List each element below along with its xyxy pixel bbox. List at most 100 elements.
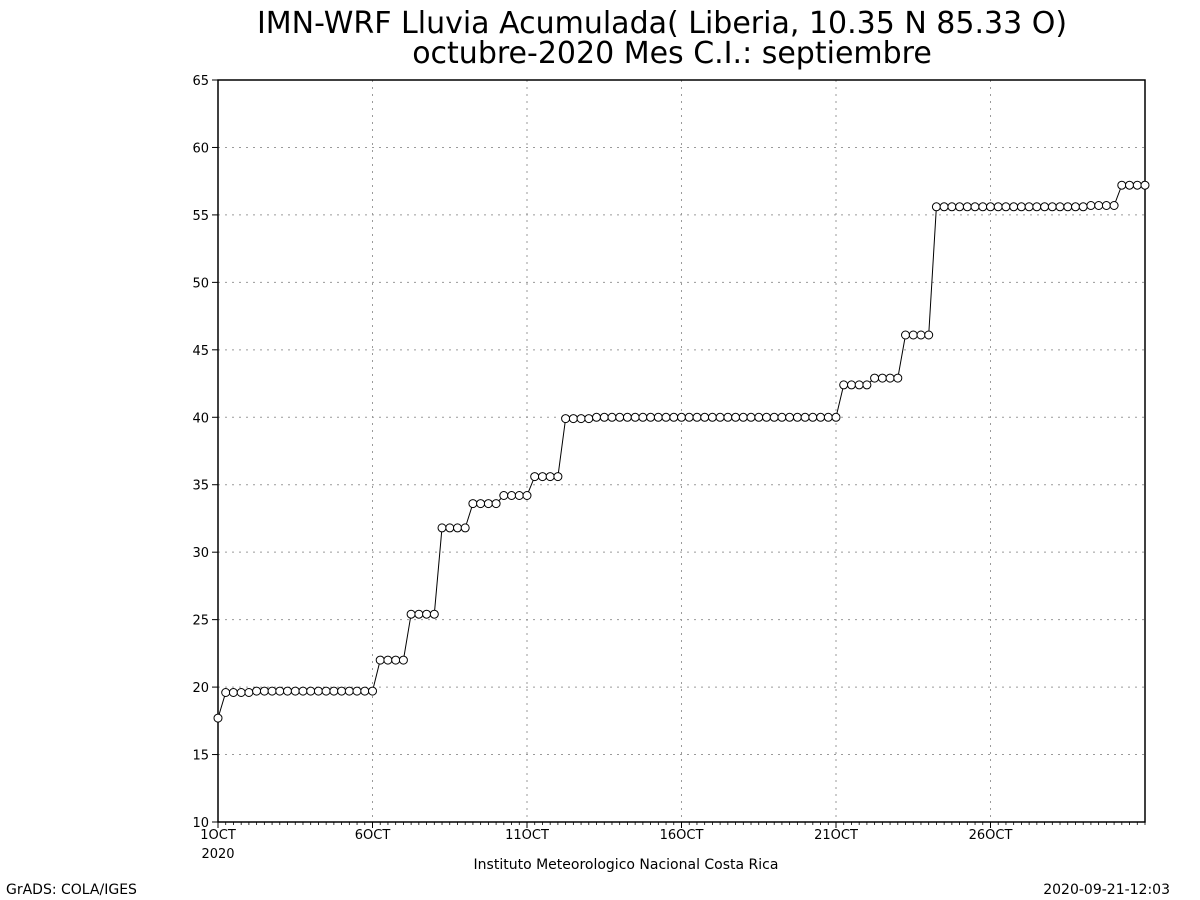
data-point	[483, 499, 493, 509]
data-point	[445, 523, 455, 533]
data-point	[700, 412, 710, 422]
data-point	[939, 202, 949, 212]
data-point	[978, 202, 988, 212]
data-point	[1047, 202, 1057, 212]
data-point	[622, 412, 632, 422]
data-point	[901, 330, 910, 340]
data-point	[453, 523, 462, 533]
data-point	[924, 330, 934, 340]
data-point	[321, 686, 331, 696]
x-tick-label: 1OCT	[200, 828, 236, 843]
data-point	[746, 412, 756, 422]
data-point	[823, 412, 833, 422]
data-point	[808, 412, 818, 422]
data-point	[244, 688, 254, 697]
data-point	[646, 412, 656, 422]
data-point	[870, 373, 880, 383]
y-tick-label: 35	[192, 479, 209, 494]
data-point	[854, 380, 864, 390]
data-point	[723, 412, 733, 422]
y-tick-label: 45	[192, 344, 209, 359]
x-tick-label: 16OCT	[660, 828, 704, 843]
data-point	[1132, 180, 1142, 190]
data-point	[715, 412, 725, 422]
data-point	[962, 202, 972, 212]
data-point	[839, 380, 849, 390]
data-point	[885, 373, 895, 383]
data-point	[862, 380, 872, 390]
data-point	[584, 414, 594, 424]
data-point	[800, 412, 810, 422]
data-point	[553, 472, 563, 482]
data-point	[877, 373, 887, 383]
data-point	[677, 412, 686, 422]
data-point	[360, 686, 370, 696]
y-tick-label: 10	[192, 816, 209, 831]
data-point	[1109, 201, 1119, 210]
grads-credit: GrADS: COLA/IGES	[6, 882, 137, 898]
data-point	[653, 412, 663, 422]
data-point	[1117, 180, 1127, 190]
data-point	[592, 412, 601, 422]
data-point	[661, 412, 671, 422]
data-point	[398, 655, 408, 665]
data-point	[970, 202, 980, 212]
data-point	[1040, 202, 1050, 212]
data-point	[955, 202, 965, 212]
y-axis: 10 15 20 25 30 35 40 45 50 55 60 65	[192, 74, 218, 831]
data-point	[267, 686, 277, 696]
data-point	[406, 609, 416, 619]
data-point	[769, 412, 779, 422]
y-tick-label: 40	[192, 411, 209, 426]
chart-title: IMN-WRF Lluvia Acumulada( Liberia, 10.35…	[257, 6, 1067, 41]
x-tick-label: 6OCT	[355, 828, 391, 843]
data-point	[313, 686, 323, 696]
data-point	[298, 686, 308, 696]
data-point	[337, 686, 347, 696]
x-axis-year-label: 2020	[201, 847, 234, 862]
data-point	[514, 491, 524, 500]
data-point	[1016, 202, 1026, 212]
data-point	[213, 713, 223, 723]
y-tick-label: 30	[192, 546, 209, 561]
y-tick-label: 55	[192, 209, 209, 224]
data-point	[1055, 202, 1065, 212]
data-point	[1101, 201, 1111, 210]
data-point	[1140, 180, 1150, 190]
data-point	[1001, 202, 1011, 212]
data-point	[329, 686, 339, 696]
data-point	[283, 686, 292, 696]
data-point	[738, 412, 748, 422]
data-point	[275, 686, 285, 696]
data-point	[692, 412, 702, 422]
data-point	[306, 686, 316, 696]
chart-subtitle: octubre-2020 Mes C.I.: septiembre	[412, 36, 932, 71]
x-tick-label: 26OCT	[969, 828, 1013, 843]
data-point	[414, 609, 424, 619]
data-point	[684, 412, 694, 422]
data-point	[422, 609, 432, 619]
data-point	[252, 686, 262, 696]
data-point	[522, 491, 532, 500]
data-point	[1071, 202, 1080, 212]
data-point	[460, 523, 470, 533]
data-point	[986, 202, 995, 212]
data-point	[785, 412, 795, 422]
data-point	[931, 202, 941, 212]
data-point	[383, 655, 393, 665]
data-point	[831, 412, 841, 422]
data-point	[491, 499, 501, 509]
data-point	[507, 491, 517, 500]
data-point	[375, 655, 385, 665]
y-tick-label: 25	[192, 614, 209, 629]
data-point	[530, 472, 540, 482]
data-point	[468, 499, 478, 509]
x-axis: 1OCT 6OCT 11OCT 16OCT 21OCT 26OCT	[200, 822, 1146, 843]
data-point	[1125, 180, 1134, 190]
data-point	[561, 414, 571, 424]
data-point	[847, 380, 856, 390]
data-point	[638, 412, 648, 422]
data-point	[916, 330, 926, 340]
data-point	[236, 688, 246, 697]
